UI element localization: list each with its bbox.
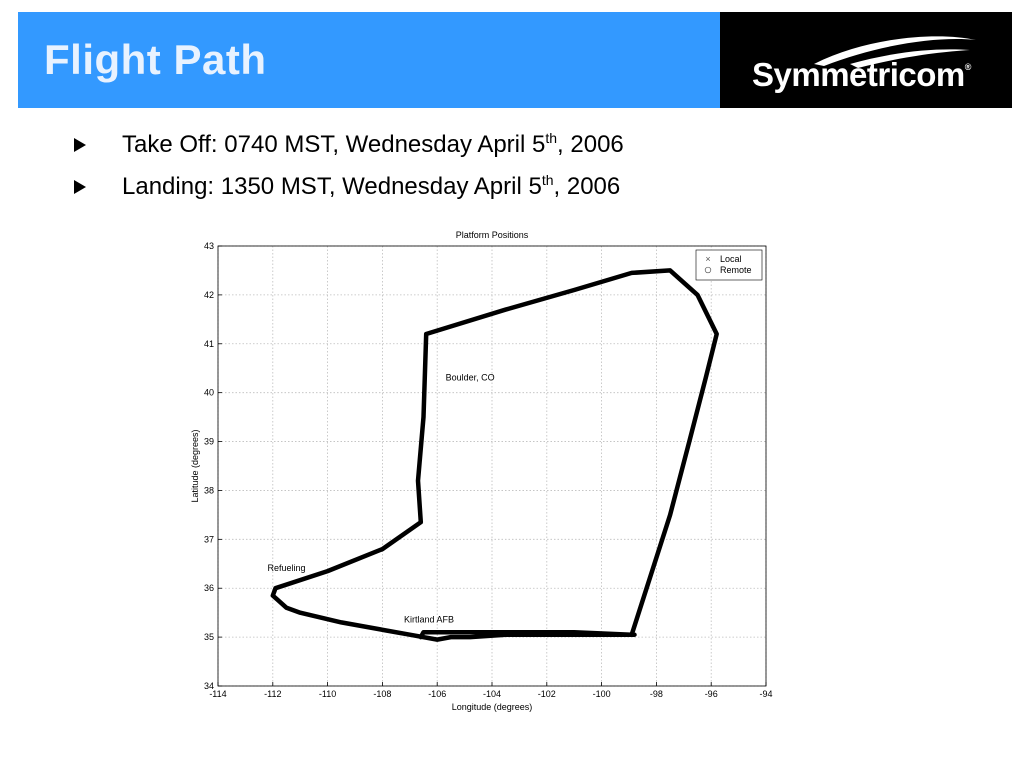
logo-wordmark: Symmetricom xyxy=(752,56,965,93)
x-tick-label: -104 xyxy=(483,689,501,699)
x-axis-label: Longitude (degrees) xyxy=(452,702,533,712)
chart-title: Platform Positions xyxy=(456,230,529,240)
legend-entry-label: Remote xyxy=(720,265,752,275)
annotation-label: Boulder, CO xyxy=(446,372,495,382)
annotation-label: Refueling xyxy=(267,563,305,573)
bullet-text: Landing: 1350 MST, Wednesday April 5th, … xyxy=(122,172,621,200)
y-tick-label: 35 xyxy=(204,632,214,642)
x-tick-label: -114 xyxy=(209,689,226,699)
y-tick-label: 42 xyxy=(204,290,214,300)
legend-box xyxy=(695,249,763,281)
y-tick-label: 43 xyxy=(204,241,214,251)
flight-path-line xyxy=(270,268,719,642)
y-tick-label: 38 xyxy=(204,485,214,495)
x-tick-label: -98 xyxy=(650,689,663,699)
x-tick-label: -106 xyxy=(428,689,446,699)
legend-entry-label: Local xyxy=(720,254,742,264)
legend-marker-circle-icon xyxy=(704,266,712,274)
chart-svg: -114 -112 -110 -108 -106 -104 -102 -100 -98 -96 -9… xyxy=(190,230,773,712)
x-tick-label: -102 xyxy=(538,689,556,699)
logo: Symmetricom® xyxy=(752,56,971,94)
y-axis-label: Latitude (degrees) xyxy=(190,429,200,502)
flight-path-chart: -114 -112 -110 -108 -106 -104 -102 -100 -98 -96 -9… xyxy=(186,222,786,722)
legend-marker-x-icon: × xyxy=(705,254,710,264)
x-tick-label: -112 xyxy=(264,689,281,699)
logo-swoosh-icon xyxy=(814,36,976,68)
y-tick-label: 37 xyxy=(204,534,214,544)
x-tick-label: -94 xyxy=(759,689,772,699)
bullet-arrow-icon xyxy=(74,180,86,194)
x-tick-label: -110 xyxy=(319,689,336,699)
y-tick-label: 40 xyxy=(204,388,214,398)
bullet-arrow-icon xyxy=(74,138,86,152)
y-tick-label: 41 xyxy=(204,339,214,349)
annotation-label: Kirtland AFB xyxy=(404,614,454,624)
x-tick-label: -96 xyxy=(705,689,718,699)
x-tick-label: -108 xyxy=(373,689,391,699)
y-tick-label: 39 xyxy=(204,437,214,447)
bullet-text: Take Off: 0740 MST, Wednesday April 5th,… xyxy=(122,130,624,158)
title-banner: Flight Path xyxy=(18,12,720,108)
page-title: Flight Path xyxy=(44,36,267,83)
x-tick-label: -100 xyxy=(593,689,611,699)
y-tick-label: 36 xyxy=(204,583,214,593)
logo-panel: Symmetricom® xyxy=(720,12,1012,108)
logo-registered-mark: ® xyxy=(964,62,972,72)
y-tick-label: 34 xyxy=(204,681,214,691)
